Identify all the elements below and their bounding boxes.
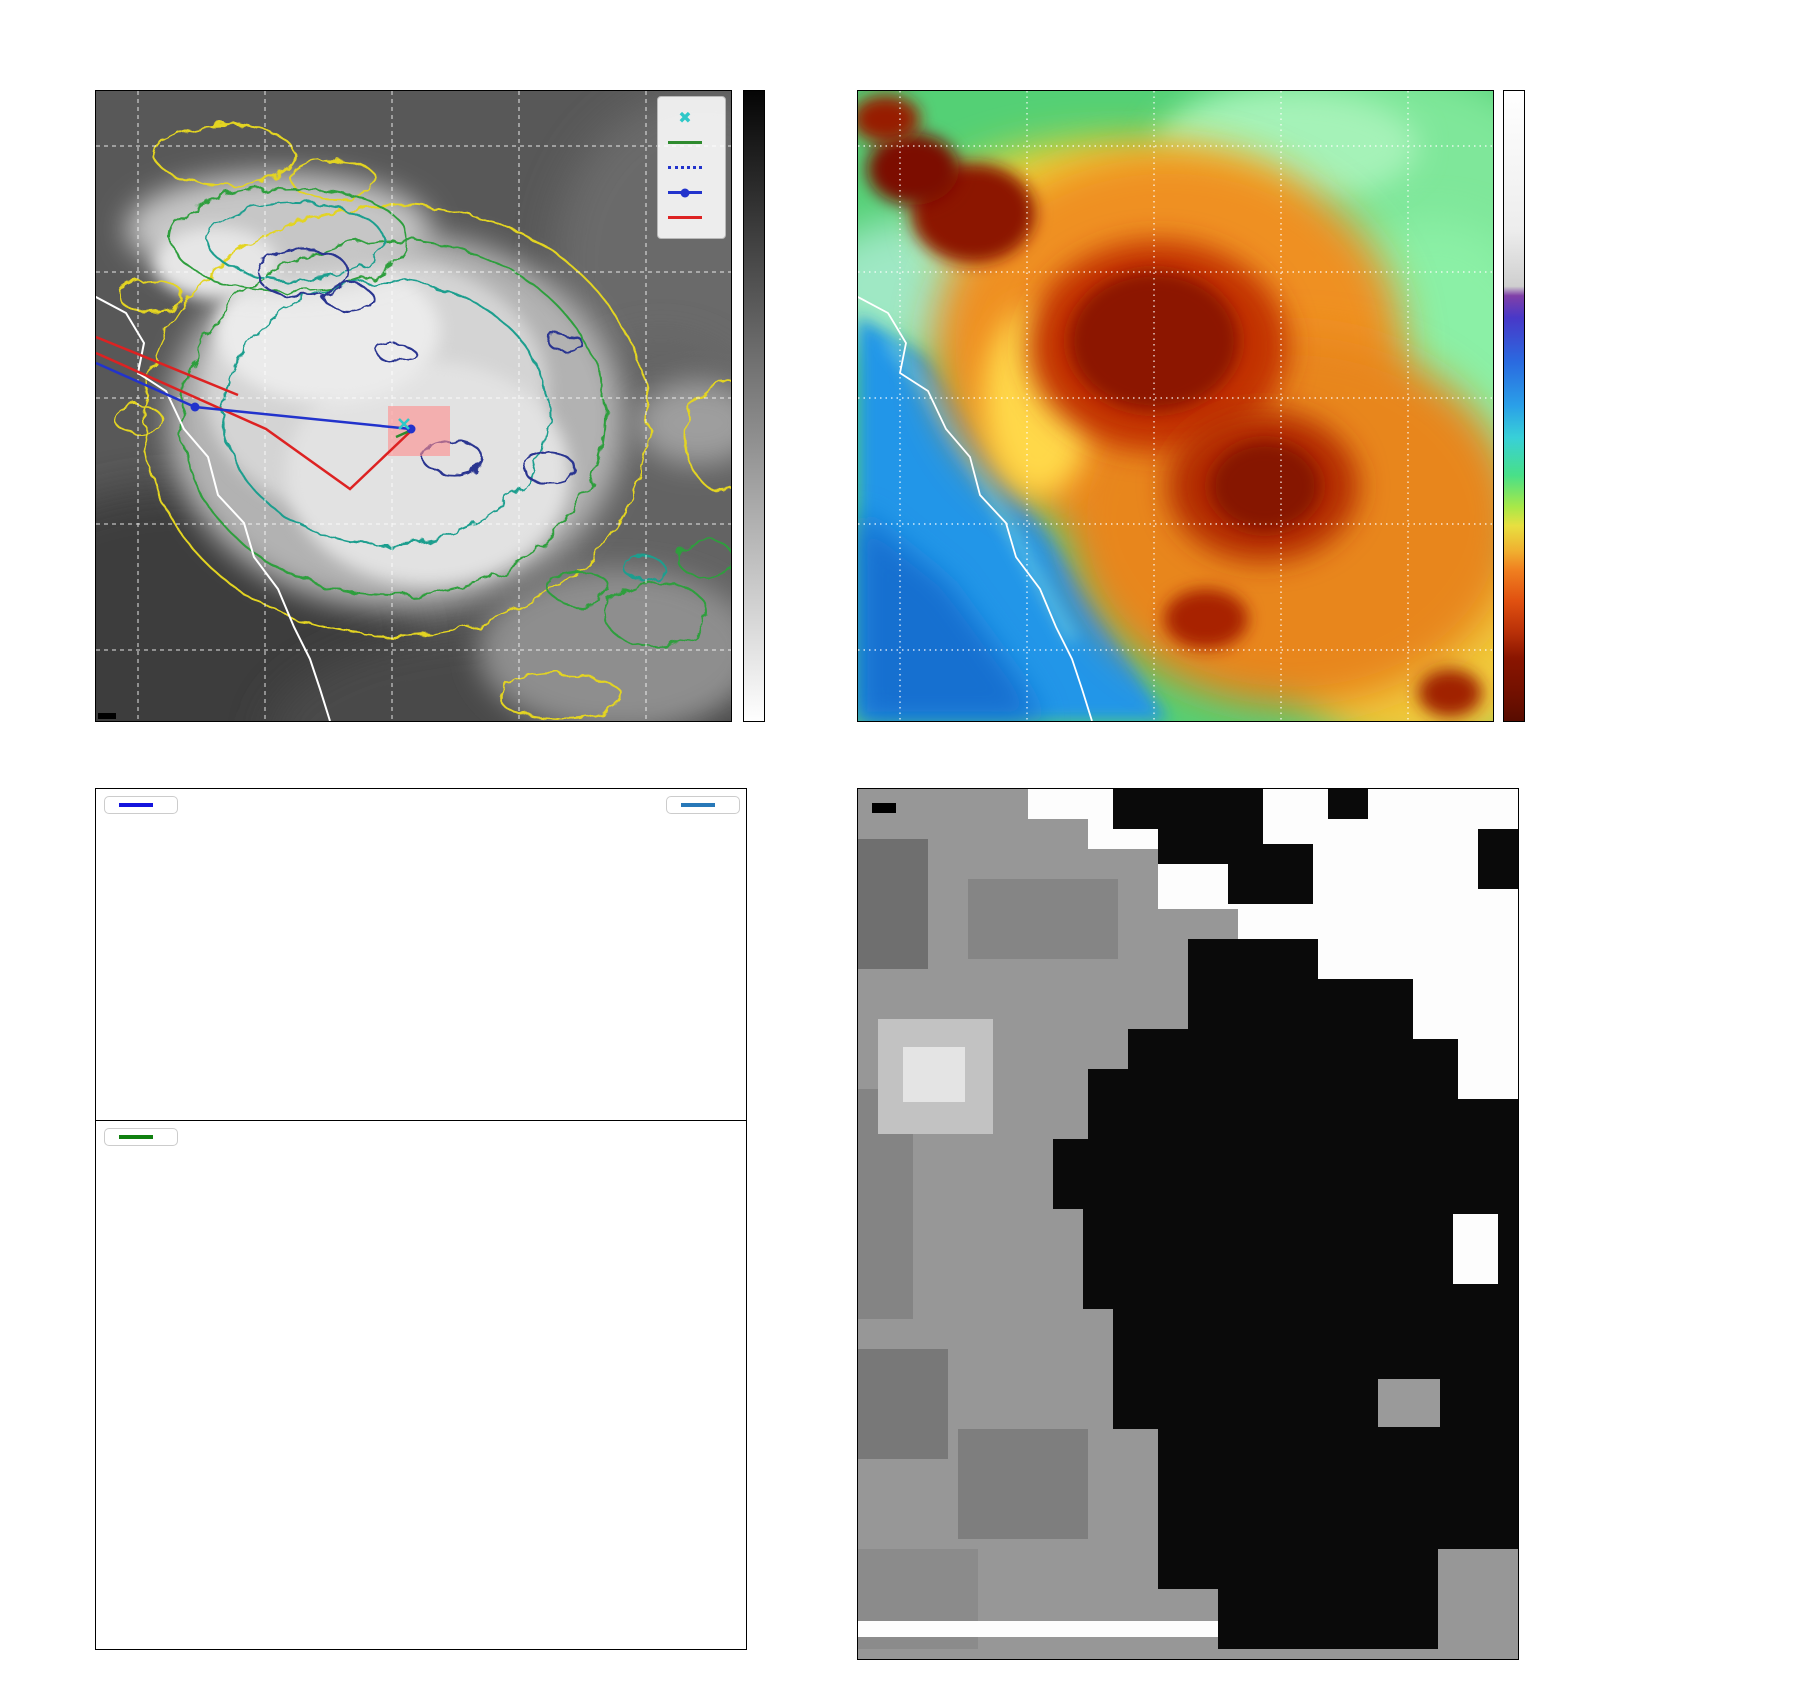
wmg-mask-image — [858, 789, 1518, 1659]
band14-colorbar — [743, 90, 765, 722]
wmg-count-label — [872, 803, 896, 813]
wind-pressure-chart — [95, 788, 747, 1122]
band14-map-panel: ✖ — [95, 90, 732, 722]
legend-row — [666, 205, 713, 230]
copyright — [98, 713, 116, 719]
awv-colorbar — [1503, 90, 1525, 722]
floater-track-b — [96, 351, 413, 491]
wind-legend — [104, 796, 178, 814]
band14-satellite-image — [96, 91, 731, 721]
satcon-location-marker — [398, 418, 410, 430]
forecast-dotted-line-icon — [668, 166, 702, 169]
legend-row: ✖ — [666, 105, 713, 130]
ace-plot — [96, 1121, 746, 1649]
satcon-x-icon: ✖ — [678, 108, 692, 127]
grid-lines — [858, 91, 1493, 721]
adt-line-icon — [668, 141, 702, 144]
pressure-legend — [666, 796, 740, 814]
jtwc-track-point — [406, 424, 416, 434]
jtwc-dot-icon — [680, 188, 690, 197]
map-legend: ✖ — [657, 96, 726, 239]
jtwc-track-point — [190, 402, 200, 412]
wmg-panel — [857, 788, 1519, 1660]
legend-row — [666, 130, 713, 155]
enhanced-ir-map-panel — [857, 90, 1494, 722]
floater-track-a — [96, 335, 239, 397]
pressure-line-icon — [681, 803, 715, 807]
wind-line-icon — [119, 803, 153, 807]
temperature-contours — [113, 125, 731, 720]
floater-line-icon — [668, 216, 702, 219]
wind-pressure-plot — [96, 789, 746, 1121]
legend-row — [666, 155, 713, 180]
ace-line-icon — [119, 1135, 153, 1139]
legend-row — [666, 180, 713, 205]
enhanced-ir-image — [858, 91, 1493, 721]
ace-chart — [95, 1120, 747, 1650]
floater-region-box — [388, 406, 450, 456]
coastline — [96, 295, 331, 721]
ace-legend — [104, 1128, 178, 1146]
ir-enhancement-imagery — [858, 91, 1493, 721]
coastline — [858, 296, 1093, 721]
